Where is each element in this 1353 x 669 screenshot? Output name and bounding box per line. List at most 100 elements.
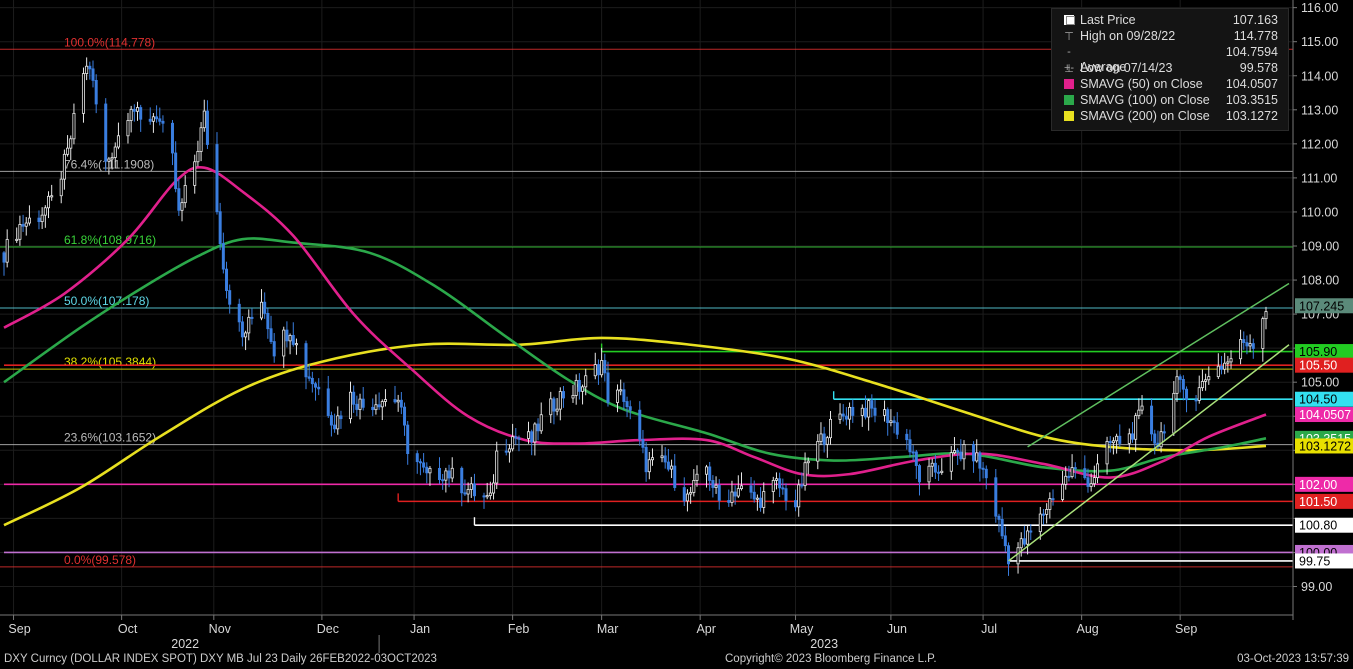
candle-body [727,500,731,503]
candle-body [536,423,540,432]
candle-body [1178,376,1182,380]
candle-body [892,420,896,424]
candle-body [883,409,887,416]
candle-body [361,398,365,408]
y-tick-label: 105.00 [1301,376,1339,390]
axis-tag-label: 104.0507 [1299,408,1351,422]
candle-body [1219,365,1223,370]
candle-body [218,211,222,245]
y-axis-tags: 107.245105.90105.50104.50104.0507103.351… [1295,298,1353,569]
fib-label: 0.0%(99.578) [64,553,136,567]
candle-body [418,461,422,464]
candle-body [1067,475,1071,478]
candle-body [88,65,92,70]
y-tick-label: 109.00 [1301,240,1339,254]
x-tick-label: Jun [887,622,907,636]
candle-body [488,492,492,497]
candle-body [269,328,273,342]
candle-body [161,120,165,124]
candle-body [1051,498,1055,501]
candle-body [571,395,575,399]
candle-body [1111,440,1115,444]
y-tick-label: 116.00 [1301,1,1338,15]
chart-footer: DXY Curncy (DOLLAR INDEX SPOT) DXY MB Ju… [0,653,1353,669]
candle-body [822,433,826,445]
legend-row-last-price[interactable]: Last Price 107.163 [1064,12,1282,28]
candle-body [1216,365,1220,378]
candle-body [466,489,470,495]
candle-body [940,470,944,473]
candle-body [174,152,178,190]
axis-tag-label: 99.75 [1299,554,1330,568]
x-year-label: 2023 [810,637,838,651]
legend-label: High on 09/28/22 [1080,29,1176,43]
axis-tag-label: 104.50 [1299,393,1337,407]
candle-body [759,497,763,508]
candle-body [27,217,31,224]
candle-body [438,467,442,481]
candle-body [1194,399,1198,402]
candle-body [444,470,448,481]
legend-label: SMAVG (200) on Close [1080,109,1210,123]
axis-tag [1295,517,1353,533]
candle-body [762,491,766,508]
candle-body [215,144,219,213]
legend-row-average: -+- Average 104.7594 [1064,44,1282,74]
candle-body [838,413,842,420]
x-year-label: 2022 [171,637,199,651]
channel-line [1008,344,1290,562]
candle-body [994,477,998,517]
candle-body [717,484,721,501]
legend-value: 107.163 [1232,13,1278,27]
candle-body [329,415,333,426]
candle-body [1159,431,1163,448]
candle-body [1003,535,1007,547]
candle-body [1048,498,1052,510]
candle-body [47,195,51,209]
candle-body [689,492,693,495]
chart-legend[interactable]: Last Price 107.163 ⊤ High on 09/28/22 114… [1051,8,1289,131]
axis-tag [1295,553,1353,569]
legend-label: Last Price [1080,13,1136,27]
candle-body [358,398,362,410]
x-tick-label: May [790,622,814,636]
candle-body [561,391,565,399]
fib-label: 23.6%(103.1652) [64,431,156,445]
candle-body [711,480,715,488]
candle-body [504,450,508,453]
legend-toggle-icon[interactable] [1066,16,1075,25]
candle-body [933,462,937,473]
axis-tag [1295,476,1353,492]
price-candles [2,57,1268,576]
candle-body [244,332,248,338]
candle-body [136,107,140,112]
y-axis: 99.00105.00107.00108.00109.00110.00111.0… [1292,0,1339,620]
candle-body [956,450,960,453]
candle-body [752,491,756,500]
candle-body [469,483,473,490]
legend-value: 104.0507 [1225,77,1278,91]
candle-body [266,313,270,330]
candle-body [272,341,276,357]
candle-body [581,386,585,392]
legend-row-sma50[interactable]: SMAVG (50) on Close 104.0507 [1064,76,1282,92]
y-tick-label: 113.00 [1301,103,1338,117]
candle-body [393,399,397,403]
legend-row-sma100[interactable]: SMAVG (100) on Close 103.3515 [1064,92,1282,108]
candle-body [326,388,330,416]
candle-body [517,437,521,440]
candle-body [1115,435,1119,442]
candle-body [66,147,70,155]
candle-body [317,386,321,390]
candle-body [59,178,63,197]
candle-body [873,407,877,416]
candle-body [151,116,155,122]
candle-body [1086,477,1090,487]
candle-body [463,492,467,495]
candle-body [682,487,686,502]
candle-body [2,252,6,263]
candle-body [692,480,696,493]
candle-body [396,399,400,403]
legend-row-sma200[interactable]: SMAVG (200) on Close 103.1272 [1064,108,1282,124]
candle-body [85,65,89,74]
